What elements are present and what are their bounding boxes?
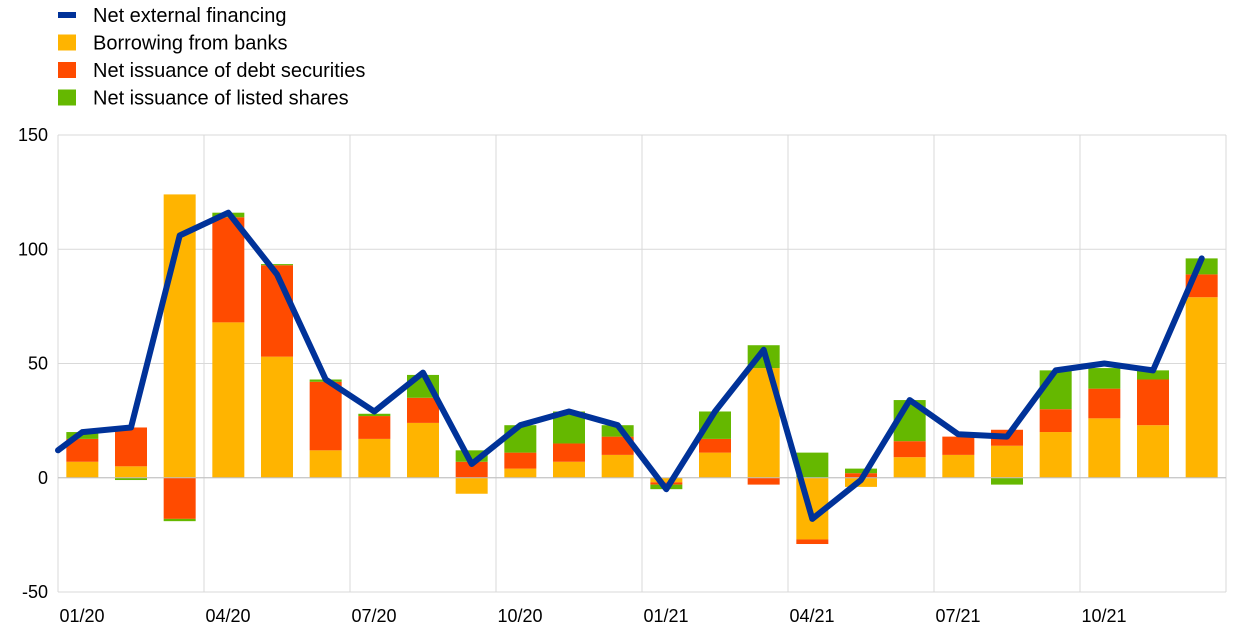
legend: Net external financing Borrowing from ban… xyxy=(58,5,365,110)
y-tick-label-4: 150 xyxy=(18,125,48,145)
bar-0-6 xyxy=(358,438,391,478)
series-line-0 xyxy=(55,209,1205,522)
bar-2-8 xyxy=(455,450,488,462)
bar-0-12 xyxy=(650,477,683,483)
bar-0-10 xyxy=(553,461,585,478)
bar-1-3 xyxy=(212,217,245,323)
bar-1-8 xyxy=(455,461,488,478)
bar-0-23 xyxy=(1185,297,1218,478)
bar-0-19 xyxy=(991,445,1023,478)
x-tick-label-0: 01/20 xyxy=(59,606,104,626)
bar-2-9 xyxy=(504,425,537,453)
bar-0-5 xyxy=(309,450,342,478)
bar-0-18 xyxy=(942,454,975,478)
legend-label-2: Net issuance of debt securities xyxy=(93,60,365,82)
x-tick-label-5: 04/21 xyxy=(789,606,834,626)
bar-2-16 xyxy=(845,468,877,474)
bar-2-21 xyxy=(1088,368,1121,389)
bar-1-22 xyxy=(1137,379,1169,426)
y-tick-label-1: 0 xyxy=(38,468,48,488)
bar-1-2 xyxy=(163,477,196,519)
legend-swatch-0 xyxy=(58,12,76,18)
bar-1-1 xyxy=(115,427,147,467)
bar-2-2 xyxy=(163,518,196,522)
bar-0-13 xyxy=(699,452,731,478)
bar-2-4 xyxy=(261,264,293,266)
line-series xyxy=(55,209,1205,522)
legend-label-3: Net issuance of listed shares xyxy=(93,88,349,110)
legend-label-1: Borrowing from banks xyxy=(93,33,288,55)
bar-0-7 xyxy=(407,422,439,478)
bar-0-11 xyxy=(601,454,634,478)
bars xyxy=(66,194,1218,545)
x-tick-label-3: 10/20 xyxy=(497,606,542,626)
x-tick-label-7: 10/21 xyxy=(1081,606,1126,626)
bar-2-6 xyxy=(358,413,391,417)
bar-1-15 xyxy=(796,539,829,545)
legend-swatch-2 xyxy=(58,62,76,78)
bar-1-14 xyxy=(747,477,780,485)
x-tick-label-1: 04/20 xyxy=(205,606,250,626)
bar-1-20 xyxy=(1039,409,1072,433)
bar-1-12 xyxy=(650,482,683,485)
bar-1-9 xyxy=(504,452,537,469)
bar-0-21 xyxy=(1088,418,1121,478)
grid xyxy=(57,134,1227,593)
bar-0-17 xyxy=(893,457,926,478)
legend-swatch-3 xyxy=(58,89,76,106)
bar-1-5 xyxy=(309,381,342,451)
bar-1-13 xyxy=(699,438,731,453)
y-axis: -50 0 50 100 150 xyxy=(18,125,48,602)
x-tick-label-6: 07/21 xyxy=(935,606,980,626)
x-axis: 01/20 04/20 07/20 10/20 01/21 04/21 07/21 10/21 xyxy=(59,606,1126,626)
bar-2-19 xyxy=(991,477,1023,485)
bar-2-22 xyxy=(1137,370,1169,380)
legend-label-0: Net external financing xyxy=(93,5,286,27)
bar-1-0 xyxy=(66,438,99,462)
x-tick-label-4: 01/21 xyxy=(643,606,688,626)
bar-1-11 xyxy=(601,436,634,455)
bar-1-10 xyxy=(553,443,585,462)
bar-0-8 xyxy=(455,477,488,494)
bar-0-4 xyxy=(261,356,293,478)
bar-0-9 xyxy=(504,468,537,478)
bar-2-11 xyxy=(601,425,634,437)
bar-0-1 xyxy=(115,466,147,478)
bar-0-0 xyxy=(66,461,99,478)
bar-1-18 xyxy=(942,436,975,455)
bar-2-1 xyxy=(115,477,147,481)
bar-1-6 xyxy=(358,416,391,439)
legend-swatch-1 xyxy=(58,34,76,51)
bar-1-7 xyxy=(407,397,439,423)
y-tick-label-0: -50 xyxy=(22,582,48,602)
y-tick-label-2: 50 xyxy=(28,354,48,374)
y-tick-label-3: 100 xyxy=(18,239,48,259)
bar-1-17 xyxy=(893,441,926,458)
bar-1-21 xyxy=(1088,388,1121,419)
bar-0-20 xyxy=(1039,432,1072,478)
bar-0-3 xyxy=(212,322,245,478)
x-tick-label-2: 07/20 xyxy=(351,606,396,626)
bar-0-22 xyxy=(1137,425,1169,478)
